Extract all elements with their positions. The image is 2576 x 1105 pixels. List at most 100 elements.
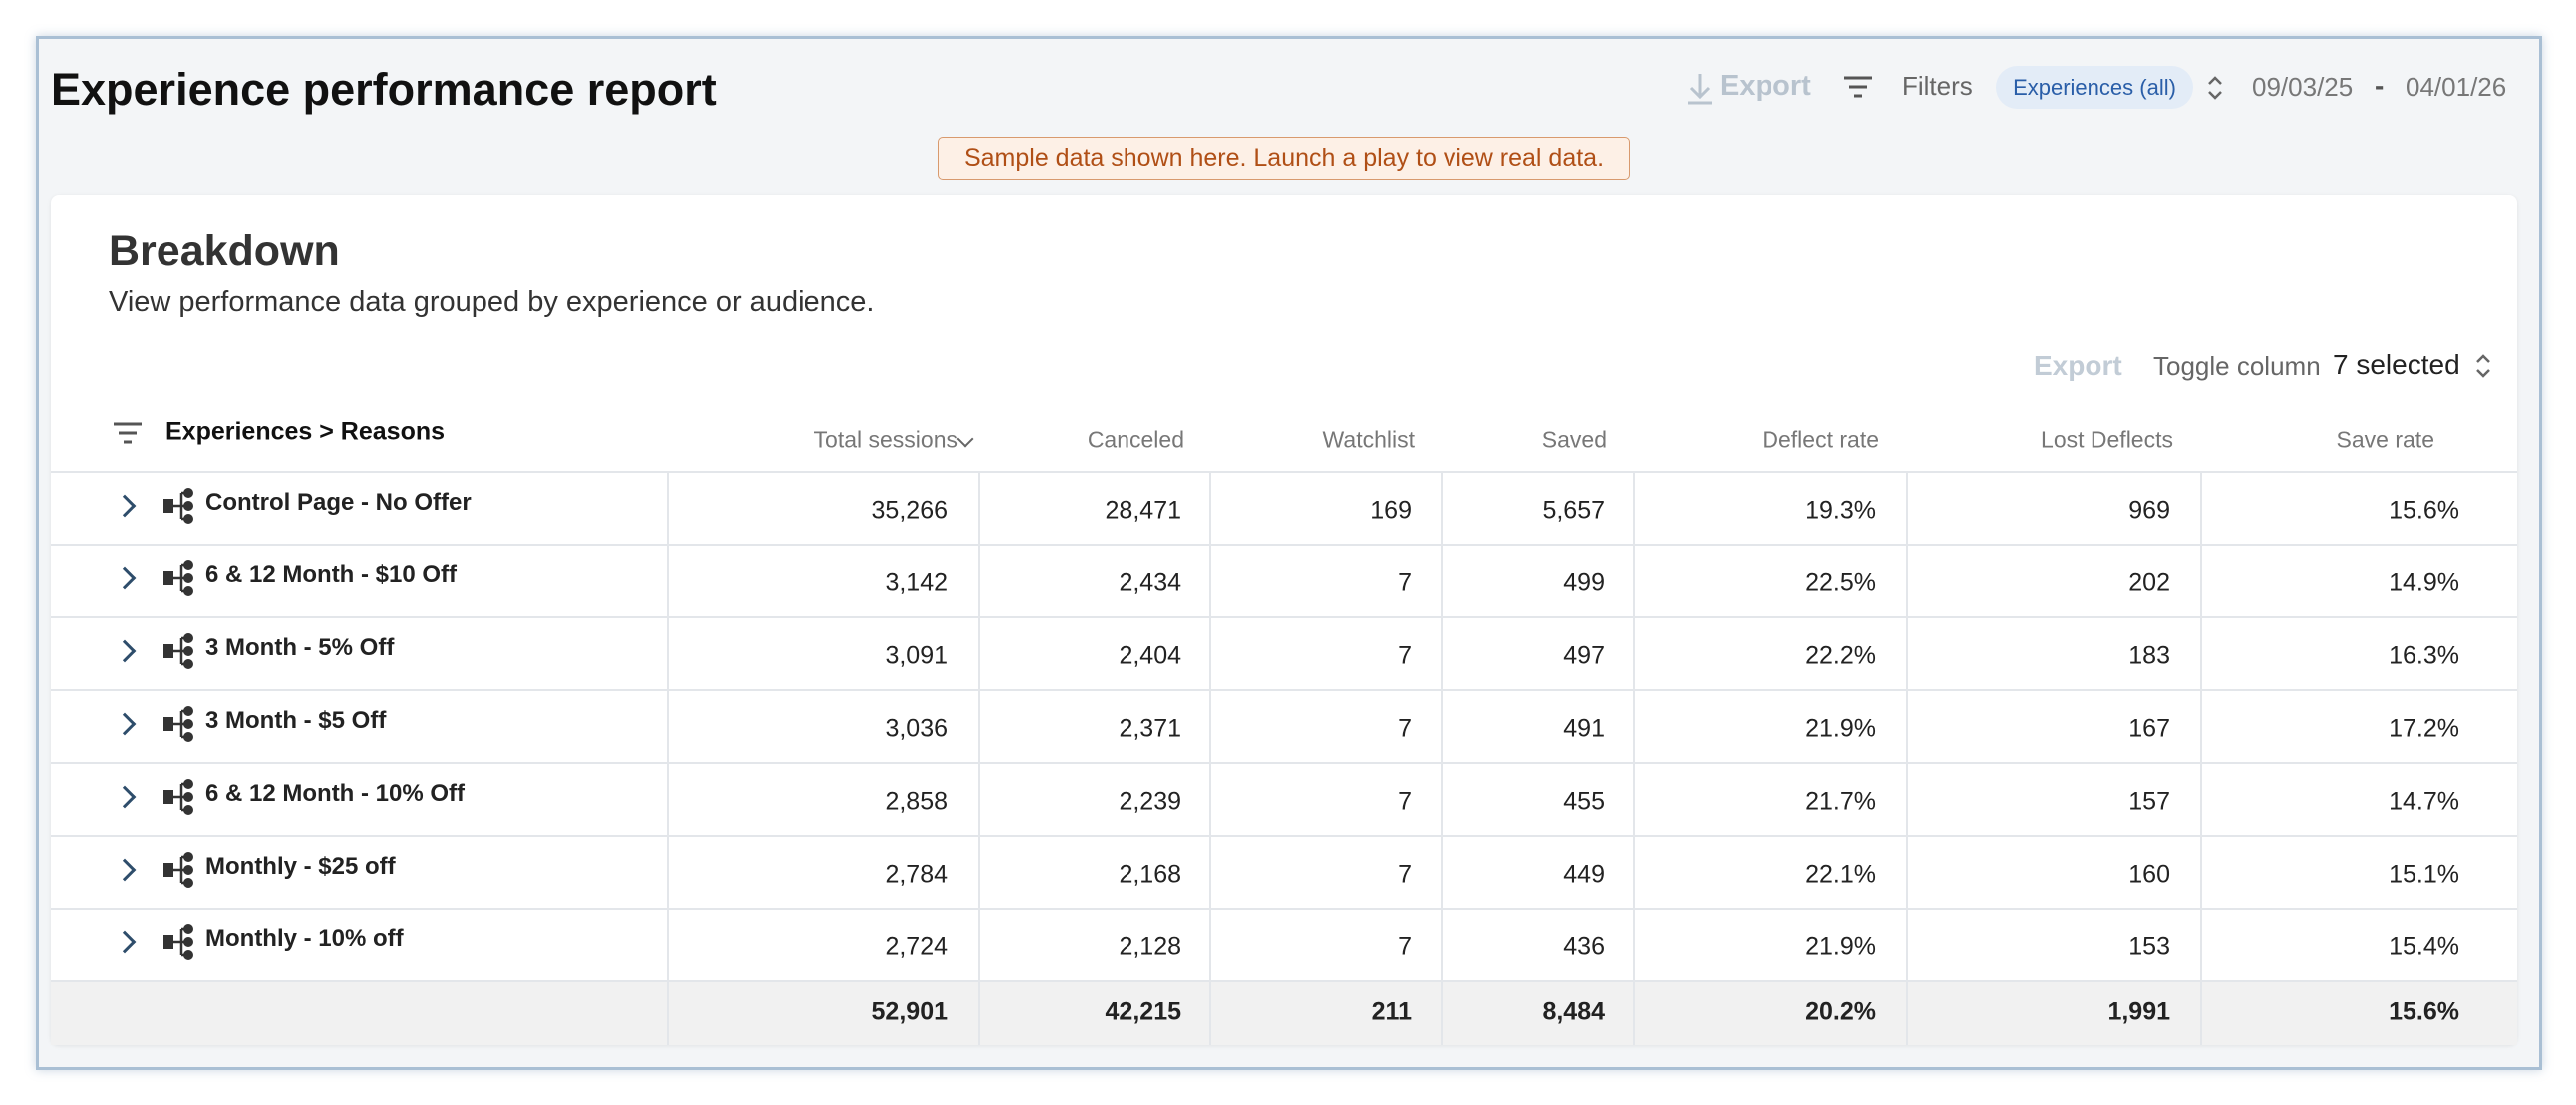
row-label: 6 & 12 Month - $10 Off <box>205 560 458 588</box>
cell-value: 157 <box>2128 787 2170 815</box>
row-line <box>51 980 2517 982</box>
cell-value: 3,142 <box>885 568 948 596</box>
experience-icon <box>162 851 194 894</box>
experience-icon <box>162 487 194 530</box>
cell-value: 2,858 <box>885 787 948 815</box>
experience-icon <box>162 559 194 602</box>
cell-value: 2,784 <box>885 860 948 888</box>
export-button[interactable]: Export <box>1720 70 1811 102</box>
tree-icon <box>163 851 193 888</box>
cell-value: 7 <box>1398 787 1412 815</box>
row-line <box>51 689 2517 691</box>
cell-value: 7 <box>1398 568 1412 596</box>
filters-button[interactable]: Filters <box>1902 71 1973 101</box>
cell-value: 14.7% <box>2389 787 2459 815</box>
tree-icon <box>163 923 193 960</box>
cell-value: 15.1% <box>2389 860 2459 888</box>
column-header: Deflect rate <box>1762 426 1879 453</box>
tree-icon <box>163 778 193 815</box>
row-label: 3 Month - $5 Off <box>205 706 387 734</box>
cell-value: 202 <box>2128 568 2170 596</box>
row-line <box>51 544 2517 546</box>
cell-value: 7 <box>1398 932 1412 960</box>
cell-value: 167 <box>2128 714 2170 742</box>
date-separator: - <box>2375 70 2385 101</box>
cell-value: 15.4% <box>2389 932 2459 960</box>
sample-banner: Sample data shown here. Launch a play to… <box>938 137 1630 180</box>
table-export[interactable]: Export <box>2034 350 2122 381</box>
column-header[interactable]: Total sessions <box>813 426 958 453</box>
total-value: 20.2% <box>1805 997 1876 1026</box>
date-from[interactable]: 09/03/25 <box>2252 72 2354 102</box>
cell-value: 7 <box>1398 714 1412 742</box>
date-to[interactable]: 04/01/26 <box>2406 72 2507 102</box>
cell-value: 455 <box>1563 787 1605 815</box>
cell-value: 969 <box>2128 496 2170 524</box>
row-line <box>51 616 2517 618</box>
cell-value: 3,091 <box>885 641 948 669</box>
toggle-value[interactable]: 7 selected <box>2333 349 2460 380</box>
experiences-pill[interactable]: Experiences (all) <box>1996 66 2193 109</box>
tree-icon <box>163 632 193 669</box>
total-row-bg <box>51 980 2517 1045</box>
cell-value: 449 <box>1563 860 1605 888</box>
cell-value: 21.7% <box>1805 787 1876 815</box>
total-value: 211 <box>1371 997 1412 1026</box>
row-line <box>51 835 2517 837</box>
row-line <box>51 908 2517 910</box>
total-value: 52,901 <box>871 997 948 1026</box>
cell-value: 28,471 <box>1105 496 1181 524</box>
cell-value: 2,371 <box>1119 714 1181 742</box>
cell-value: 22.5% <box>1805 568 1876 596</box>
cell-value: 22.2% <box>1805 641 1876 669</box>
toggle-label: Toggle column <box>2153 351 2321 381</box>
tree-icon <box>163 487 193 524</box>
cell-value: 7 <box>1398 641 1412 669</box>
breakdown-card <box>51 195 2517 1045</box>
tree-icon <box>163 705 193 742</box>
column-divider <box>1209 472 1211 1045</box>
row-label: Monthly - 10% off <box>205 924 404 952</box>
row-label: Control Page - No Offer <box>205 488 472 516</box>
cell-value: 169 <box>1370 496 1412 524</box>
column-header: Save rate <box>2336 426 2434 453</box>
column-filter-icon <box>114 422 142 444</box>
column-header: Canceled <box>1087 426 1184 453</box>
column-divider <box>667 472 669 1045</box>
total-value: 15.6% <box>2389 997 2459 1026</box>
column-divider <box>1906 472 1908 1045</box>
total-value: 8,484 <box>1542 997 1605 1026</box>
header-line <box>51 471 2517 473</box>
cell-value: 160 <box>2128 860 2170 888</box>
cell-value: 35,266 <box>871 496 948 524</box>
page-title: Experience performance report <box>51 64 717 115</box>
cell-value: 14.9% <box>2389 568 2459 596</box>
column-header: Lost Deflects <box>2041 426 2173 453</box>
column-divider <box>1441 472 1443 1045</box>
column-header: Experiences > Reasons <box>165 417 446 446</box>
experience-icon <box>162 923 194 966</box>
breakdown-title: Breakdown <box>109 227 340 275</box>
experience-icon <box>162 778 194 821</box>
export-icon <box>1688 74 1712 105</box>
experience-icon <box>162 632 194 675</box>
cell-value: 17.2% <box>2389 714 2459 742</box>
column-header: Saved <box>1541 426 1607 453</box>
cell-value: 5,657 <box>1542 496 1605 524</box>
column-divider <box>1633 472 1635 1045</box>
cell-value: 2,239 <box>1119 787 1181 815</box>
column-header: Watchlist <box>1322 426 1415 453</box>
cell-value: 2,724 <box>885 932 948 960</box>
total-value: 42,215 <box>1105 997 1181 1026</box>
cell-value: 16.3% <box>2389 641 2459 669</box>
cell-value: 497 <box>1563 641 1605 669</box>
cell-value: 3,036 <box>885 714 948 742</box>
cell-value: 22.1% <box>1805 860 1876 888</box>
total-value: 1,991 <box>2107 997 2170 1026</box>
sort-icon <box>2208 76 2222 100</box>
row-label: 3 Month - 5% Off <box>205 633 395 661</box>
cell-value: 7 <box>1398 860 1412 888</box>
row-label: Monthly - $25 off <box>205 852 396 880</box>
row-line <box>51 762 2517 764</box>
experience-icon <box>162 705 194 748</box>
